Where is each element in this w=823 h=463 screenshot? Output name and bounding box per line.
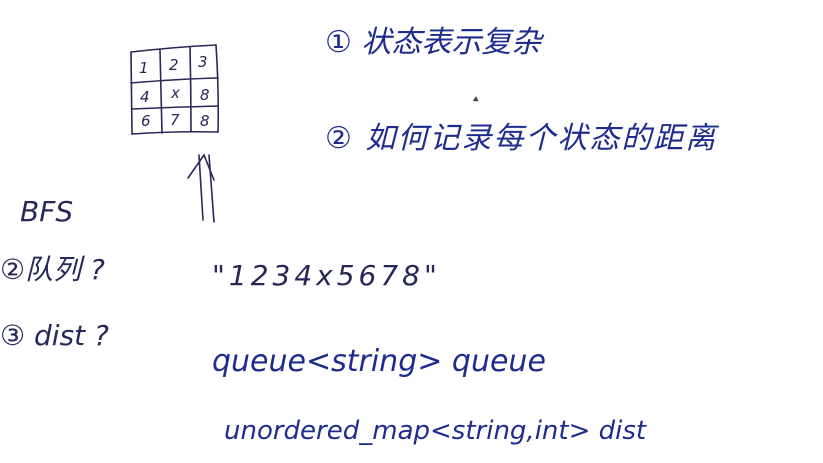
note-bfs: BFS — [20, 195, 74, 228]
grid-cell: 8 — [200, 112, 210, 130]
grid-cell: 7 — [170, 111, 180, 129]
grid-cell: 2 — [169, 56, 179, 74]
note-dist-question: ③ dist ? — [0, 319, 109, 352]
note-map-declaration: unordered_map<string,int> dist — [224, 416, 647, 446]
note-state-representation: ① 状态表示复杂 — [325, 25, 542, 60]
grid-cell: 8 — [200, 86, 210, 104]
note-queue-declaration: queue<string> queue — [212, 344, 546, 379]
grid-cell: 6 — [141, 112, 151, 130]
note-record-distance: ② 如何记录每个状态的距离 — [325, 121, 718, 156]
grid-cell: 1 — [139, 59, 149, 77]
grid-cell: x — [171, 84, 180, 102]
note-state-string: "1234x5678" — [212, 259, 441, 292]
grid-cell: 4 — [140, 88, 150, 106]
note-queue-question: ②队列 ? — [0, 253, 105, 286]
grid-cell: 3 — [198, 53, 208, 71]
